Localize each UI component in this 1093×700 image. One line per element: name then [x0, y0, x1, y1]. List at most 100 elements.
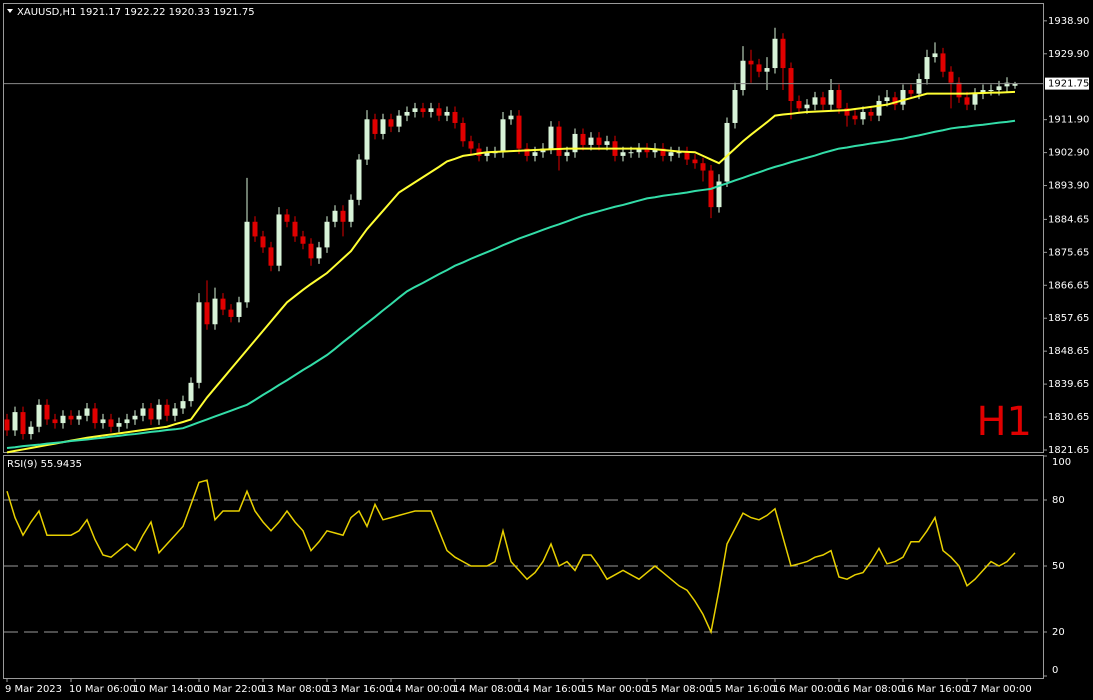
y-tick-label: 1848.65: [1048, 346, 1089, 357]
candle-body: [940, 53, 946, 72]
candle-body: [236, 302, 242, 317]
y-tick-label: 0: [1052, 665, 1058, 676]
candle-body: [580, 133, 586, 145]
candle-body: [252, 221, 258, 237]
candle-body: [956, 82, 962, 98]
x-tick-label: 10 Mar 06:00: [69, 684, 136, 695]
candle-body: [908, 90, 914, 94]
y-tick-label: 1866.65: [1048, 280, 1089, 291]
y-tick-label: 80: [1052, 495, 1065, 506]
x-tick-label: 16 Mar 08:00: [837, 684, 904, 695]
candle-body: [724, 122, 730, 182]
candle-body: [1012, 83, 1018, 86]
candle-body: [380, 119, 386, 134]
candle-body: [292, 221, 298, 237]
x-tick-label: 10 Mar 22:00: [197, 684, 264, 695]
timeframe-annotation: H1: [976, 399, 1032, 445]
candle-body: [4, 419, 10, 431]
candle-body: [452, 111, 458, 123]
candle-body: [868, 111, 874, 116]
candle-body: [196, 302, 202, 383]
candle-body: [620, 152, 626, 156]
candle-body: [124, 419, 130, 424]
candle-body: [548, 126, 554, 149]
x-tick-label: 9 Mar 2023: [5, 684, 62, 695]
candle-body: [132, 415, 138, 420]
candle-body: [36, 404, 42, 427]
candle-body: [372, 119, 378, 134]
candle-body: [788, 68, 794, 101]
candle-body: [972, 93, 978, 105]
candle-body: [772, 38, 778, 69]
candle-body: [604, 141, 610, 145]
candle-body: [284, 214, 290, 222]
candle-body: [988, 90, 994, 92]
candle-body: [948, 71, 954, 83]
x-tick-label: 17 Mar 00:00: [965, 684, 1032, 695]
chart-title: XAUUSD,H1 1921.17 1922.22 1920.33 1921.7…: [17, 7, 255, 18]
candle-body: [804, 104, 810, 109]
candle-body: [228, 309, 234, 317]
current-price-label: 1921.75: [1048, 79, 1089, 90]
rsi-title: RSI(9) 55.9435: [7, 459, 82, 470]
y-tick-label: 50: [1052, 561, 1065, 572]
y-tick-label: 1893.90: [1048, 181, 1089, 192]
y-tick-label: 1875.65: [1048, 247, 1089, 258]
candle-body: [332, 210, 338, 222]
candle-body: [140, 408, 146, 416]
candle-body: [900, 90, 906, 105]
candle-body: [60, 415, 66, 424]
y-tick-label: 100: [1052, 457, 1071, 468]
candle-body: [44, 404, 50, 420]
candle-body: [420, 108, 426, 112]
candle-body: [52, 419, 58, 424]
candle-body: [556, 126, 562, 156]
y-tick-label: 1821.65: [1048, 445, 1089, 456]
candle-body: [364, 119, 370, 160]
candle-body: [644, 148, 650, 153]
candle-body: [628, 152, 634, 154]
candle-body: [12, 412, 18, 431]
candle-body: [692, 159, 698, 164]
candle-body: [148, 408, 154, 420]
candle-body: [92, 408, 98, 424]
x-tick-label: 13 Mar 16:00: [325, 684, 392, 695]
y-tick-label: 1938.90: [1048, 16, 1089, 27]
candle-body: [700, 163, 706, 171]
candle-body: [468, 141, 474, 149]
candle-body: [260, 236, 266, 248]
candle-body: [980, 90, 986, 94]
candle-body: [396, 115, 402, 127]
candle-body: [636, 148, 642, 153]
candle-body: [308, 243, 314, 259]
candle-body: [596, 137, 602, 145]
candle-body: [748, 60, 754, 65]
candle-body: [964, 97, 970, 105]
candle-body: [684, 152, 690, 160]
candle-body: [1004, 82, 1010, 87]
candle-body: [436, 108, 442, 116]
candle-body: [756, 64, 762, 72]
candle-body: [524, 148, 530, 156]
moving-average-line: [6, 90, 1016, 454]
y-tick-label: 20: [1052, 627, 1065, 638]
candle-body: [348, 199, 354, 222]
candle-body: [156, 404, 162, 420]
candle-body: [780, 38, 786, 69]
x-tick-label: 13 Mar 08:00: [261, 684, 328, 695]
candle-body: [500, 119, 506, 153]
candle-body: [220, 298, 226, 310]
candle-body: [652, 148, 658, 153]
candle-body: [828, 90, 834, 105]
candle-body: [316, 247, 322, 259]
candle-body: [916, 79, 922, 94]
moving-average-line: [6, 119, 1016, 449]
candle-body: [28, 426, 34, 435]
candle-body: [404, 111, 410, 116]
x-tick-label: 10 Mar 14:00: [133, 684, 200, 695]
candle-body: [460, 122, 466, 142]
candle-body: [356, 159, 362, 200]
candle-body: [428, 108, 434, 112]
candle-body: [996, 86, 1002, 91]
